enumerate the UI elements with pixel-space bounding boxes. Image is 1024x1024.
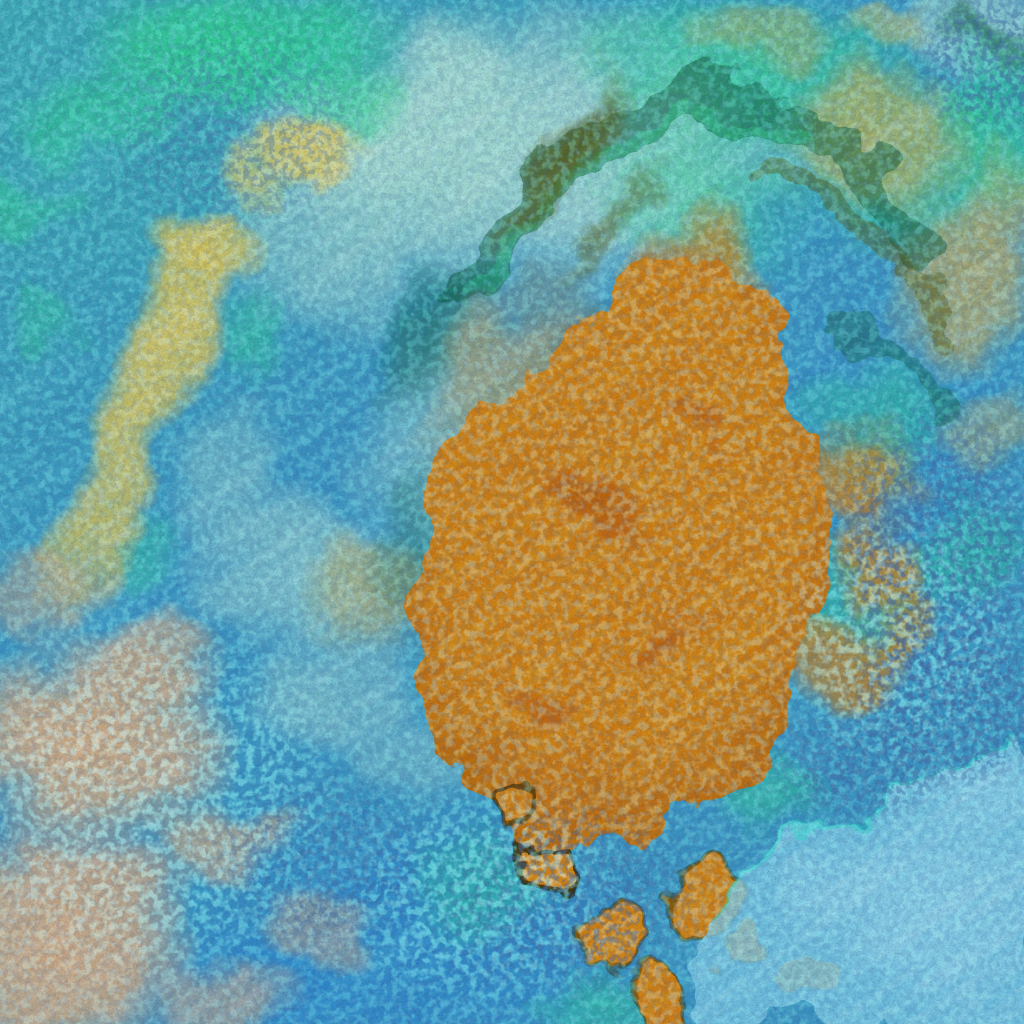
satellite-image-canvas [0,0,1024,1024]
speckle-overlays [0,0,1024,1024]
satellite-image [0,0,1024,1024]
grain-overlay [0,0,1024,1024]
screenshot-root [0,0,1024,1024]
